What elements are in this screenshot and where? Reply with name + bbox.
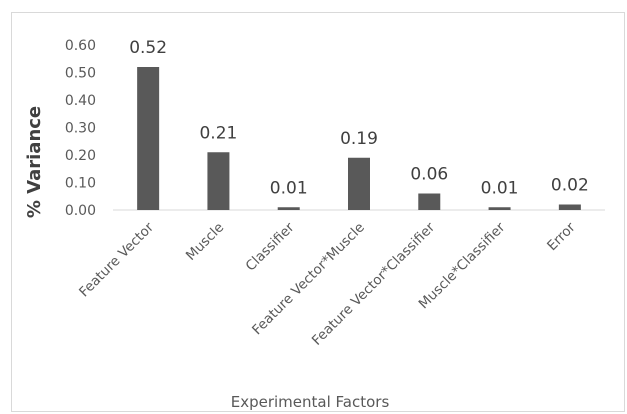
y-tick-label: 0.50 — [65, 66, 96, 82]
data-label: 0.21 — [199, 123, 237, 143]
data-label: 0.02 — [551, 176, 589, 196]
bar — [137, 67, 160, 210]
x-category-label: Feature Vector*Classifier — [309, 219, 439, 349]
bar — [207, 152, 230, 210]
data-label: 0.01 — [270, 178, 308, 198]
x-category-label: Error — [544, 219, 579, 254]
bar — [348, 157, 370, 210]
y-tick-label: 0.20 — [65, 148, 96, 164]
y-tick-label: 0.30 — [65, 121, 96, 137]
y-tick-label: 0.10 — [65, 176, 96, 192]
data-label: 0.06 — [410, 165, 448, 185]
x-axis-title: Experimental Factors — [231, 393, 390, 411]
y-tick-label: 0.40 — [65, 93, 96, 109]
data-label: 0.01 — [481, 178, 519, 198]
x-category-label: Muscle — [183, 220, 227, 264]
bar — [418, 193, 441, 210]
y-axis-title: % Variance — [24, 106, 45, 218]
y-tick-label: 0.00 — [65, 203, 96, 219]
x-category-label: Classifier — [243, 219, 298, 274]
bar — [488, 207, 511, 210]
x-category-label: Feature Vector*Muscle — [249, 220, 368, 339]
bar — [558, 204, 581, 210]
y-tick-label: 0.60 — [65, 38, 96, 54]
bar — [277, 207, 300, 210]
data-label: 0.52 — [129, 38, 167, 58]
x-category-label: Feature Vector — [76, 219, 157, 300]
chart-area — [11, 12, 625, 412]
data-label: 0.19 — [340, 129, 378, 149]
